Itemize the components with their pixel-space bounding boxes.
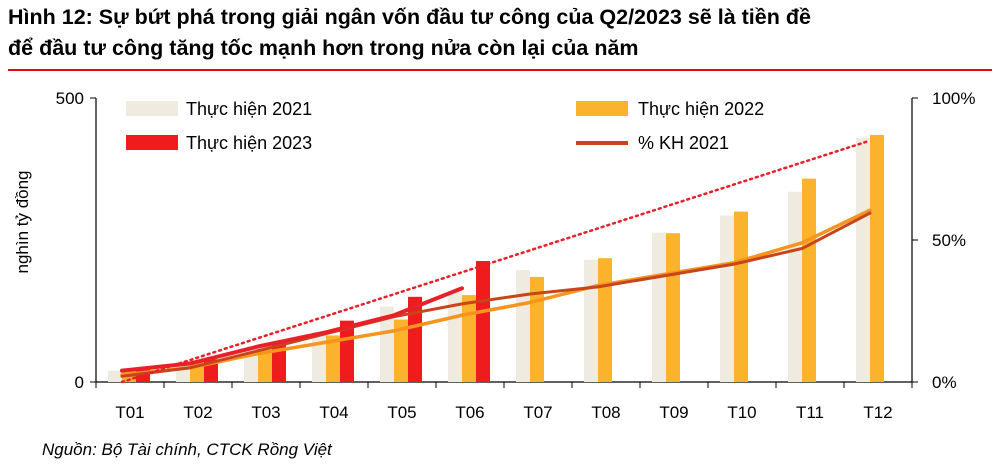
chart-title: Hình 12: Sự bứt phá trong giải ngân vốn … (8, 2, 998, 64)
bar-2023 (408, 296, 422, 382)
y2-tick-label: 0% (932, 373, 957, 392)
bar-2021 (584, 259, 598, 382)
y-tick-label: 500 (56, 89, 84, 108)
x-tick-label: T07 (523, 403, 552, 422)
bar-2022 (870, 134, 884, 382)
x-tick-label: T04 (319, 403, 348, 422)
bar-2022 (394, 319, 408, 382)
x-tick-label: T11 (796, 403, 824, 422)
legend-label-2023: Thực hiện 2023 (186, 133, 312, 153)
legend-label-2022: Thực hiện 2022 (638, 99, 764, 119)
bar-2021 (788, 191, 802, 382)
bar-2021 (516, 270, 530, 382)
bar-2023 (476, 261, 490, 382)
chart-title-line-1: Hình 12: Sự bứt phá trong giải ngân vốn … (8, 5, 811, 29)
bar-2022 (326, 335, 340, 382)
y2-tick-label: 100% (932, 89, 975, 108)
title-divider (8, 69, 992, 71)
bar-2021 (108, 370, 122, 382)
y-axis-title: nghìn tỷ đồng (13, 170, 32, 273)
x-tick-label: T01 (115, 403, 144, 422)
bar-2021 (448, 291, 462, 382)
bar-2021 (312, 332, 326, 382)
line-plan-dotted (120, 139, 872, 384)
bar-2022 (598, 258, 612, 382)
bar-2022 (734, 211, 748, 382)
bar-2021 (652, 232, 666, 382)
legend-swatch-2023 (126, 135, 178, 150)
line-pct-2022 (120, 208, 872, 377)
bar-2021 (856, 137, 870, 382)
legend-swatch-2021 (126, 101, 178, 116)
x-tick-label: T03 (251, 403, 280, 422)
chart-title-line-2: để đầu tư công tăng tốc mạnh hơn trong n… (8, 36, 639, 60)
y-tick-label: 0 (75, 373, 84, 392)
x-tick-label: T10 (727, 403, 756, 422)
x-tick-label: T06 (455, 403, 484, 422)
chart: 0 500 0% 50% 100% nghìn tỷ đồng T01 T02 T03 T04 T0… (13, 89, 975, 422)
x-tick-label: T12 (863, 403, 892, 422)
bar-2021 (720, 215, 734, 382)
bar-2022 (258, 349, 272, 382)
bar-2023 (340, 320, 354, 382)
line-pct-2021 (120, 211, 872, 378)
x-tick-label: T08 (591, 403, 620, 422)
bar-2021 (244, 350, 258, 382)
legend-label-2021: Thực hiện 2021 (186, 99, 312, 119)
source-note: Nguồn: Bộ Tài chính, CTCK Rồng Việt (42, 440, 332, 459)
x-tick-label: T09 (659, 403, 688, 422)
bar-2021 (380, 306, 394, 382)
legend-swatch-2022 (576, 101, 628, 116)
legend-label-pct-2021: % KH 2021 (638, 133, 729, 153)
bar-2022 (462, 295, 476, 382)
x-tick-label: T05 (387, 403, 416, 422)
bar-2022 (666, 233, 680, 382)
bar-2022 (802, 178, 816, 382)
y2-tick-label: 50% (932, 231, 966, 250)
x-tick-label: T02 (183, 403, 212, 422)
